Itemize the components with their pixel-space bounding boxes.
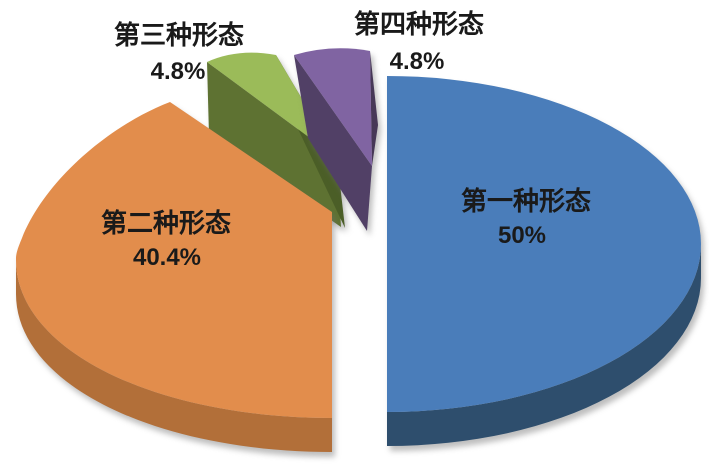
label-third-form-value: 4.8% bbox=[150, 58, 206, 85]
label-fourth-form-name: 第四种形态 bbox=[353, 9, 485, 39]
label-second-form-value: 40.4% bbox=[132, 244, 202, 271]
pie-slice-first-form[interactable] bbox=[387, 76, 701, 446]
label-third-form-name: 第三种形态 bbox=[113, 20, 245, 50]
slice-top[interactable] bbox=[16, 102, 332, 418]
label-first-form-name: 第一种形态 bbox=[460, 186, 592, 216]
slice-side-right[interactable] bbox=[370, 51, 378, 166]
slice-rim[interactable] bbox=[16, 260, 332, 452]
pie-slice-fourth-form[interactable] bbox=[294, 48, 378, 231]
label-fourth-form-value: 4.8% bbox=[389, 48, 445, 75]
slice-rim[interactable] bbox=[387, 244, 701, 446]
slice-side-left[interactable] bbox=[294, 55, 372, 231]
pie-slice-second-form[interactable] bbox=[16, 102, 332, 452]
label-second-form-name: 第二种形态 bbox=[100, 208, 232, 238]
slice-side-left[interactable] bbox=[207, 62, 341, 227]
slice-top[interactable] bbox=[294, 48, 372, 166]
slice-top[interactable] bbox=[207, 52, 337, 158]
label-first-form-value: 50% bbox=[497, 222, 547, 249]
slice-top[interactable] bbox=[387, 76, 701, 412]
